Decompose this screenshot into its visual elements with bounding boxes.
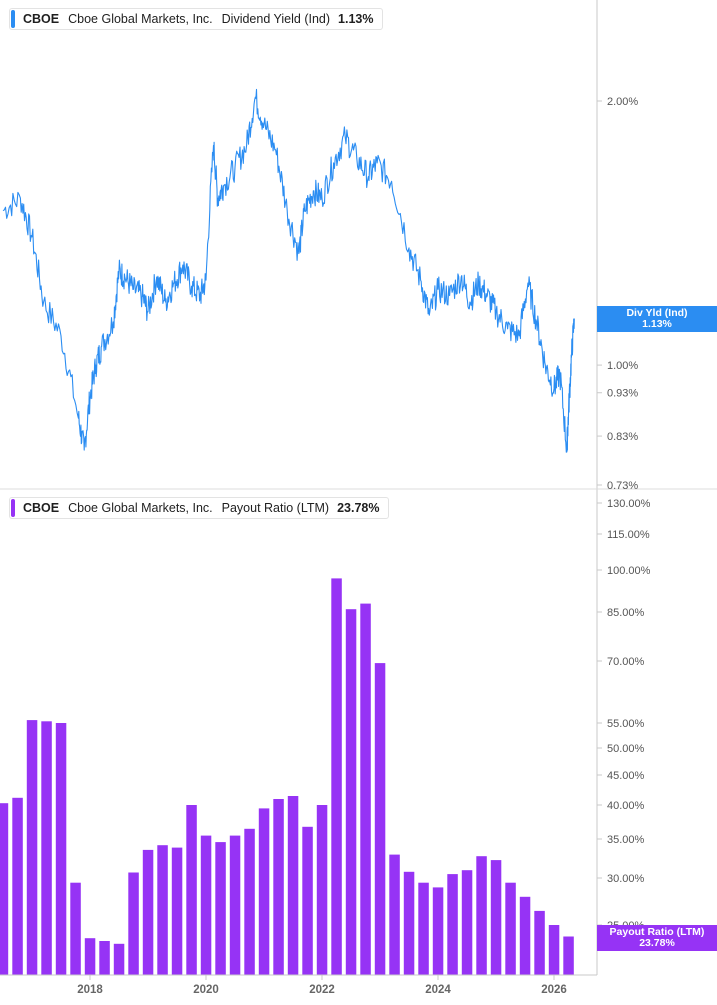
- x-tick-label: 2020: [193, 984, 219, 996]
- payout-legend-metric: Payout Ratio (LTM): [221, 501, 330, 515]
- yield-legend-ticker: CBOE: [23, 12, 60, 26]
- yield-tick-label: 0.73%: [607, 480, 638, 492]
- payout-tick-label: 70.00%: [607, 656, 645, 668]
- payout-tick-label: 35.00%: [607, 834, 645, 846]
- x-tick-label: 2026: [541, 984, 567, 996]
- payout-bar: [476, 856, 487, 975]
- x-axis: 2018 2020 2022 2024 2026: [0, 974, 597, 996]
- payout-bar: [374, 663, 386, 975]
- payout-bar: [0, 803, 9, 975]
- yield-tick-label: 0.83%: [607, 431, 638, 443]
- payout-bar: [505, 882, 516, 975]
- payout-bar: [461, 870, 473, 975]
- payout-tag-value: 23.78%: [639, 937, 675, 949]
- yield-line: [2, 88, 575, 453]
- payout-tick-label: 45.00%: [607, 770, 645, 782]
- x-tick-label: 2024: [425, 984, 451, 996]
- yield-legend-swatch: [11, 10, 15, 28]
- payout-bar: [345, 609, 357, 975]
- payout-bar: [360, 603, 371, 975]
- yield-tick-label: 1.00%: [607, 360, 638, 372]
- payout-bar: [534, 910, 545, 975]
- payout-axis: 130.00% 115.00% 100.00% 85.00% 70.00% 55.00% 5…: [597, 498, 651, 932]
- payout-bar: [432, 887, 444, 975]
- x-tick-label: 2022: [309, 984, 335, 996]
- payout-tick-label: 115.00%: [607, 529, 650, 541]
- payout-bar: [215, 842, 226, 975]
- yield-legend-value: 1.13%: [338, 12, 374, 26]
- payout-tick-label: 40.00%: [607, 800, 645, 812]
- payout-legend-swatch: [11, 499, 15, 517]
- payout-tick-label: 50.00%: [607, 743, 645, 755]
- payout-tick-label: 85.00%: [607, 607, 645, 619]
- payout-legend-ticker: CBOE: [23, 501, 60, 515]
- x-tick-label: 2018: [77, 984, 103, 996]
- payout-tick-label: 130.00%: [607, 498, 651, 510]
- payout-bar: [244, 828, 255, 975]
- yield-legend-metric: Dividend Yield (Ind): [221, 12, 331, 26]
- payout-bar: [142, 849, 154, 975]
- yield-last-value-tag: Div Yld (Ind) 1.13%: [597, 306, 717, 332]
- payout-bar: [12, 797, 23, 975]
- payout-bar: [403, 871, 415, 975]
- payout-bar: [418, 882, 429, 975]
- payout-bar: [316, 805, 328, 975]
- payout-bar: [258, 808, 270, 975]
- payout-bar: [229, 835, 241, 975]
- payout-bar: [113, 943, 125, 975]
- payout-bar: [200, 835, 212, 975]
- payout-bar: [447, 874, 458, 975]
- payout-tag-label: Payout Ratio (LTM): [609, 926, 705, 938]
- payout-bar: [519, 896, 531, 975]
- yield-legend-company: Cboe Global Markets, Inc.: [68, 12, 213, 26]
- payout-bar: [548, 925, 560, 975]
- payout-tick-label: 30.00%: [607, 873, 645, 885]
- payout-bar: [41, 721, 52, 975]
- payout-tick-label: 55.00%: [607, 718, 645, 730]
- payout-bar: [273, 799, 284, 975]
- payout-bar: [331, 578, 342, 975]
- payout-bar: [157, 845, 168, 975]
- payout-bars: [0, 578, 574, 975]
- payout-bar: [26, 720, 38, 975]
- yield-tag-value: 1.13%: [642, 318, 672, 330]
- yield-tag-label: Div Yld (Ind): [626, 307, 688, 319]
- payout-bar: [128, 872, 139, 975]
- yield-tick-label: 2.00%: [607, 96, 638, 108]
- payout-bar: [389, 854, 400, 975]
- payout-tick-label: 100.00%: [607, 565, 651, 577]
- yield-axis: 2.00% 1.00% 0.93% 0.83% 0.73%: [0, 0, 717, 975]
- payout-last-value-tag: Payout Ratio (LTM) 23.78%: [597, 925, 717, 951]
- payout-bar: [84, 938, 96, 975]
- yield-legend: CBOE Cboe Global Markets, Inc. Dividend …: [9, 8, 383, 30]
- payout-legend-value: 23.78%: [337, 501, 380, 515]
- payout-bar: [55, 723, 67, 975]
- payout-bar: [171, 847, 183, 975]
- payout-bar: [186, 805, 197, 975]
- payout-bar: [563, 936, 574, 975]
- payout-bar: [70, 882, 81, 975]
- payout-legend-company: Cboe Global Markets, Inc.: [68, 501, 213, 515]
- payout-bar: [99, 941, 110, 975]
- yield-tick-label: 0.93%: [607, 388, 638, 400]
- payout-bar: [287, 796, 299, 975]
- payout-legend: CBOE Cboe Global Markets, Inc. Payout Ra…: [9, 497, 389, 519]
- payout-bar: [302, 826, 313, 975]
- payout-bar: [490, 860, 502, 975]
